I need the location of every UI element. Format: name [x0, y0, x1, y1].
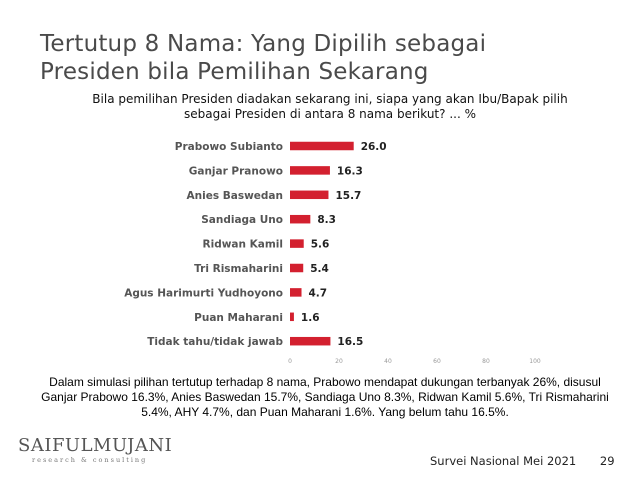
x-tick-label: 80 [482, 358, 490, 365]
x-tick-label: 60 [433, 358, 441, 365]
bar [290, 336, 331, 346]
slide-title: Tertutup 8 Nama: Yang Dipilih sebagai Pr… [40, 30, 560, 86]
title-line-2: Presiden bila Pemilihan Sekarang [40, 59, 429, 85]
chart-description: Dalam simulasi pilihan tertutup terhadap… [41, 375, 609, 419]
bar [290, 288, 302, 297]
bar [290, 141, 354, 151]
value-label: 4.7 [309, 287, 328, 299]
title-line-1: Tertutup 8 Nama: Yang Dipilih sebagai [40, 31, 487, 57]
value-label: 8.3 [317, 214, 336, 226]
x-tick-label: 0 [288, 358, 292, 365]
x-tick-label: 40 [384, 358, 392, 365]
category-label: Sandiaga Uno [201, 214, 283, 226]
bar [290, 166, 330, 175]
category-label: Ridwan Kamil [203, 239, 283, 251]
bar [290, 312, 294, 322]
logo-tagline: research & consulting [32, 456, 148, 464]
value-label: 5.6 [311, 239, 330, 251]
category-label: Anies Baswedan [187, 190, 283, 202]
value-label: 5.4 [310, 263, 329, 275]
x-tick-label: 100 [529, 358, 541, 365]
logo-name: SAIFULMUJANI [18, 435, 173, 456]
category-label: Tidak tahu/tidak jawab [147, 336, 283, 348]
question-line-2: sebagai Presiden di antara 8 nama beriku… [184, 107, 476, 121]
value-label: 16.5 [337, 336, 363, 348]
value-label: 26.0 [361, 141, 387, 153]
bar [290, 190, 329, 200]
bar [290, 239, 304, 248]
category-label: Puan Maharani [194, 312, 283, 324]
bar [290, 263, 304, 273]
value-label: 1.6 [301, 312, 320, 324]
saifulmujani-logo: SAIFULMUJANI research & consulting [18, 435, 173, 465]
survey-question: Bila pemilihan Presiden diadakan sekaran… [60, 92, 600, 122]
x-tick-label: 20 [335, 358, 343, 365]
bar [290, 214, 311, 224]
category-label: Ganjar Pranowo [189, 165, 283, 177]
category-label: Agus Harimurti Yudhoyono [124, 287, 283, 299]
category-label: Prabowo Subianto [175, 141, 283, 153]
page-number: 29 [599, 454, 615, 468]
question-line-1: Bila pemilihan Presiden diadakan sekaran… [92, 92, 568, 106]
category-label: Tri Rismaharini [194, 263, 283, 275]
footer: Survei Nasional Mei 2021 29 [430, 454, 615, 468]
value-label: 16.3 [337, 165, 363, 177]
footer-survey-label: Survei Nasional Mei 2021 [430, 454, 577, 468]
value-label: 15.7 [335, 190, 361, 202]
